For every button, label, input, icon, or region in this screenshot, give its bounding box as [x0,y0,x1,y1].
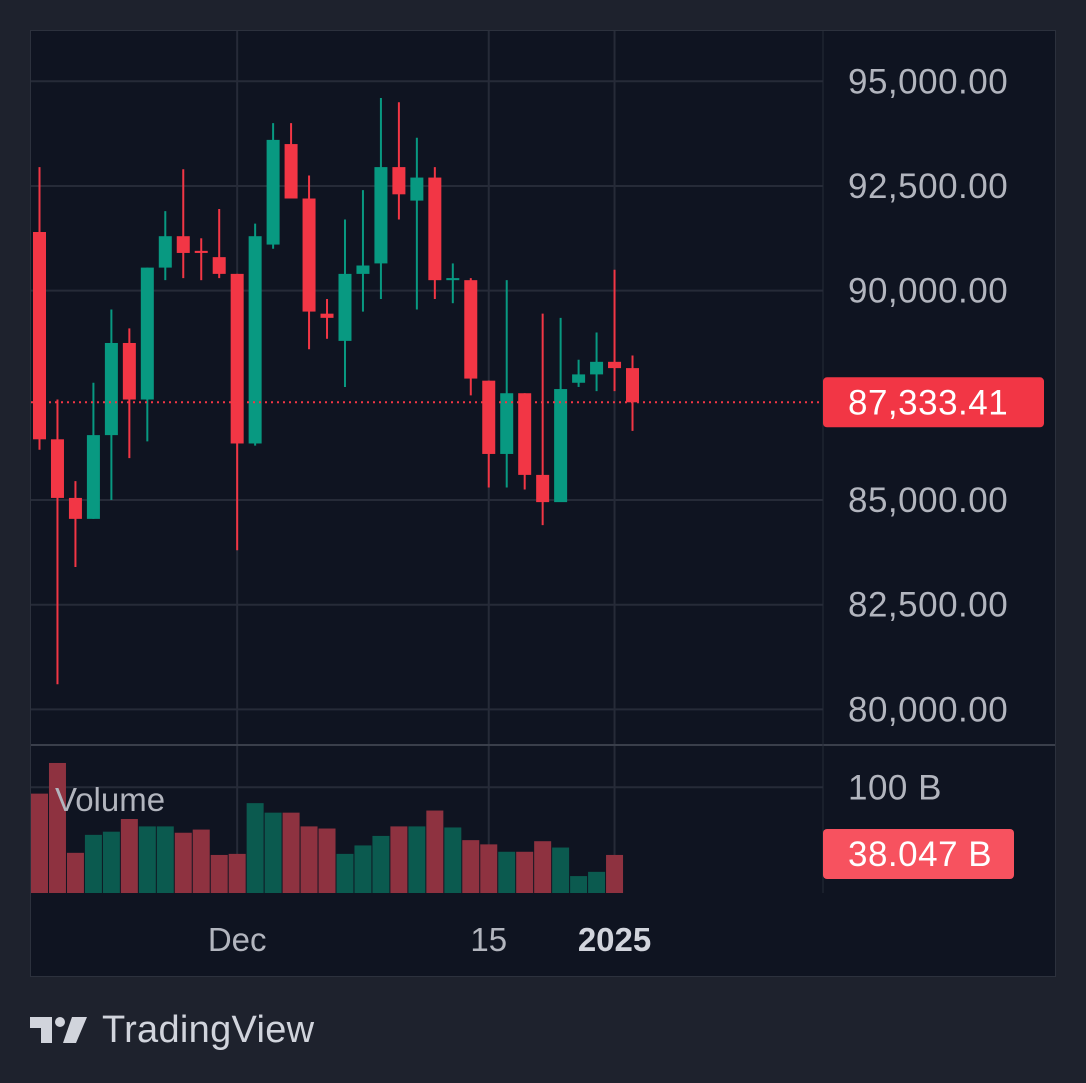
volume-bar [300,826,318,893]
candle-body [122,342,136,400]
candle-body [410,177,424,201]
last-price-label: 87,333.41 [848,383,1008,422]
candle-body [302,198,316,312]
candle-body [626,368,640,403]
candle-body [140,267,154,400]
time-tick-label: 15 [470,921,507,958]
volume-bar [570,876,588,893]
volume-bar [480,844,498,893]
candle-body [33,232,46,440]
volume-tick-label: 100 B [848,768,942,807]
volume-bar [426,810,444,893]
candle-body [392,167,406,195]
volume-bar [372,835,390,893]
candle-body [518,393,532,475]
volume-bar [156,826,174,893]
chart-canvas[interactable]: 95,000.00 92,500.00 90,000.00 85,000.00 82,5… [31,31,1056,977]
time-axis[interactable]: Dec 15 2025 [208,921,651,958]
candle-body [68,497,82,519]
candle-body [356,265,370,274]
candle-body [50,439,64,498]
volume-bar [390,826,408,893]
volume-bar [210,854,228,893]
candle-body [482,380,496,454]
volume-bar [606,854,624,893]
price-tick-label: 80,000.00 [848,690,1008,729]
price-axis[interactable]: 95,000.00 92,500.00 90,000.00 85,000.00 82,5… [823,62,1044,879]
tradingview-logo-icon [30,1017,87,1043]
candle-body [104,342,118,436]
last-volume-label: 38.047 B [848,835,992,874]
volume-bar [534,841,552,893]
candle-body [266,139,280,245]
candle-body [86,435,100,519]
volume-bar [462,840,480,893]
price-tick-label: 92,500.00 [848,167,1008,206]
candle-body [194,250,208,253]
volume-bar [48,762,66,893]
brand-name: TradingView [102,1008,315,1051]
volume-bar [318,828,336,893]
chart-panel[interactable]: 95,000.00 92,500.00 90,000.00 85,000.00 82,5… [30,30,1056,977]
volume-bar [354,845,372,893]
candle-body [428,177,442,281]
candle-body [212,257,226,274]
price-tick-label: 85,000.00 [848,481,1008,520]
volume-bar [552,847,570,893]
time-tick-label: Dec [208,921,267,958]
volume-bar [516,851,534,893]
volume-title: Volume [55,781,165,818]
candle-body [176,236,190,253]
volume-bar [192,829,210,893]
candle-body [374,167,388,264]
time-tick-label: 2025 [578,921,651,958]
candle-body [572,374,586,383]
volume-bar [174,832,192,893]
candle-body [464,280,478,379]
price-tick-label: 82,500.00 [848,586,1008,625]
volume-bar [138,826,156,893]
volume-bar [588,871,606,893]
volume-bar [246,803,264,893]
last-price-badge [823,377,1044,428]
volume-bar [84,834,102,893]
candle-body [554,389,568,503]
volume-bar [102,831,120,893]
volume-bar [120,819,138,893]
volume-bar [282,812,300,893]
candles [33,98,640,685]
price-tick-label: 90,000.00 [848,272,1008,311]
candle-body [446,278,460,281]
volume-bar [31,793,48,893]
volume-bar [408,826,426,893]
candle-body [320,313,334,318]
candle-body [536,474,550,503]
candle-body [590,361,604,375]
volume-bars [31,762,624,893]
candle-body [284,144,298,199]
last-volume-badge [823,829,1014,879]
volume-bar [228,853,246,893]
candle-body [500,393,514,454]
candle-body [158,236,172,268]
candle-body [338,273,352,341]
volume-bar [336,853,354,893]
candle-body [248,236,262,444]
volume-bar [264,812,282,893]
volume-bar [498,851,516,893]
brand-footer[interactable]: TradingView [30,1005,314,1055]
price-tick-label: 95,000.00 [848,62,1008,101]
candle-body [230,273,244,444]
volume-bar [444,827,462,893]
candle-body [608,361,622,369]
volume-bar [66,852,84,893]
